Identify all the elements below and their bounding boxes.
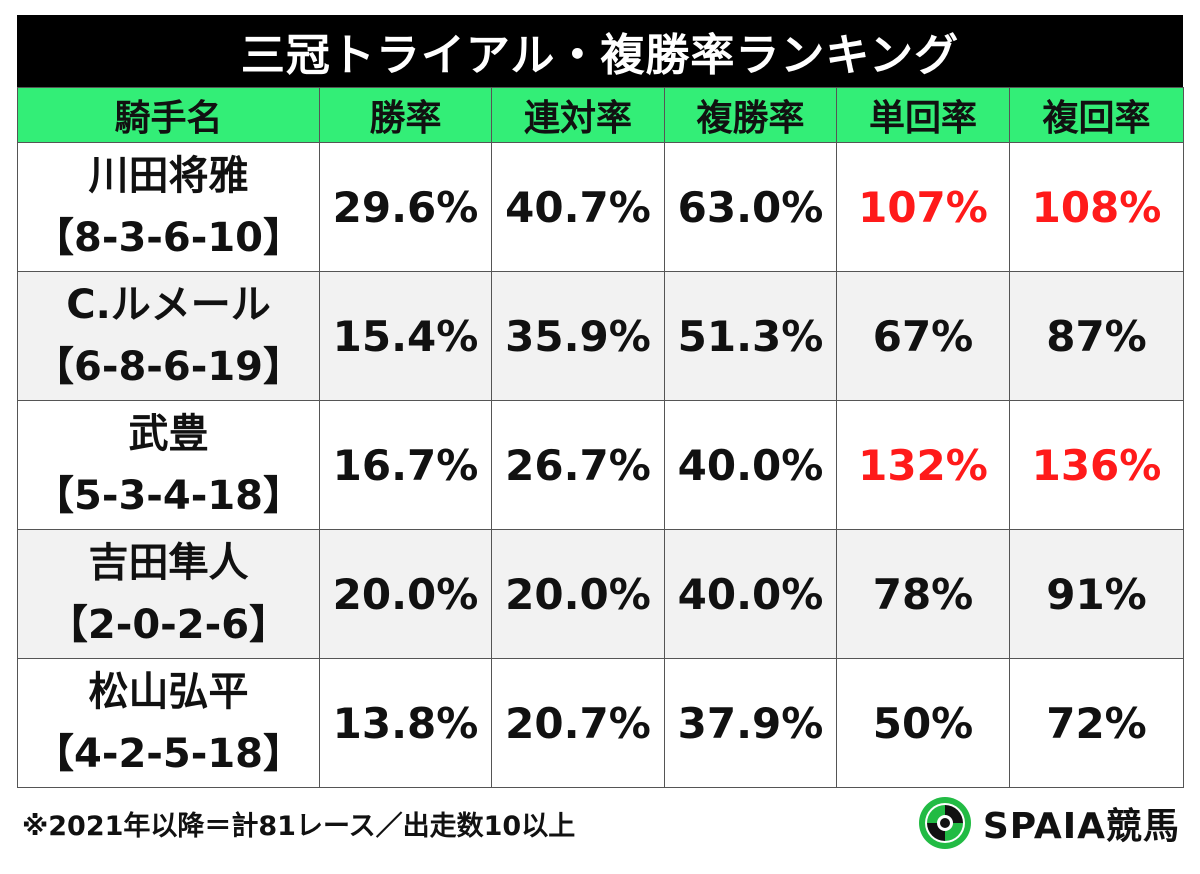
quinella-rate-cell: 35.9% [491, 271, 665, 401]
win-rate-cell: 15.4% [319, 271, 492, 401]
place-rate-cell: 37.9% [664, 658, 837, 788]
table-row: 川田将雅 【8-3-6-10】 29.6% 40.7% 63.0% 107% 1… [17, 142, 1184, 272]
column-header-win-rate: 勝率 [319, 87, 492, 143]
win-return-cell: 67% [836, 271, 1010, 401]
place-return-cell: 72% [1009, 658, 1184, 788]
quinella-rate-cell: 20.7% [491, 658, 665, 788]
jockey-record: 【5-3-4-18】 [34, 473, 303, 519]
win-rate-cell: 29.6% [319, 142, 492, 272]
win-return-cell: 107% [836, 142, 1010, 272]
quinella-rate-cell: 26.7% [491, 400, 665, 530]
jockey-cell: 武豊 【5-3-4-18】 [17, 400, 320, 530]
column-header-quinella-rate: 連対率 [491, 87, 665, 143]
jockey-cell: C.ルメール 【6-8-6-19】 [17, 271, 320, 401]
jockey-name: 松山弘平 [88, 669, 249, 715]
jockey-name: 吉田隼人 [88, 540, 249, 586]
place-return-cell: 136% [1009, 400, 1184, 530]
win-rate-cell: 13.8% [319, 658, 492, 788]
place-return-cell: 91% [1009, 529, 1184, 659]
place-rate-cell: 51.3% [664, 271, 837, 401]
place-return-cell: 108% [1009, 142, 1184, 272]
win-rate-cell: 16.7% [319, 400, 492, 530]
column-header-place-return: 複回率 [1009, 87, 1184, 143]
jockey-cell: 川田将雅 【8-3-6-10】 [17, 142, 320, 272]
jockey-record: 【8-3-6-10】 [34, 215, 303, 261]
jockey-cell: 吉田隼人 【2-0-2-6】 [17, 529, 320, 659]
win-return-cell: 50% [836, 658, 1010, 788]
table-header-row: 騎手名 勝率 連対率 複勝率 単回率 複回率 [17, 87, 1184, 143]
brand-logo: SPAIA競馬 [917, 795, 1180, 851]
footnote: ※2021年以降＝計81レース／出走数10以上 [22, 811, 576, 842]
table-row: 武豊 【5-3-4-18】 16.7% 26.7% 40.0% 132% 136… [17, 400, 1184, 530]
column-header-place-rate: 複勝率 [664, 87, 837, 143]
quinella-rate-cell: 40.7% [491, 142, 665, 272]
jockey-record: 【6-8-6-19】 [34, 344, 303, 390]
table-row: 吉田隼人 【2-0-2-6】 20.0% 20.0% 40.0% 78% 91% [17, 529, 1184, 659]
win-return-cell: 132% [836, 400, 1010, 530]
place-rate-cell: 40.0% [664, 400, 837, 530]
spaia-logo-icon [918, 797, 971, 849]
place-rate-cell: 63.0% [664, 142, 837, 272]
jockey-name: 川田将雅 [88, 153, 249, 199]
quinella-rate-cell: 20.0% [491, 529, 665, 659]
win-rate-cell: 20.0% [319, 529, 492, 659]
table-row: 松山弘平 【4-2-5-18】 13.8% 20.7% 37.9% 50% 72… [17, 658, 1184, 788]
jockey-name: 武豊 [128, 411, 209, 457]
place-return-cell: 87% [1009, 271, 1184, 401]
table-title: 三冠トライアル・複勝率ランキング [17, 15, 1183, 87]
ranking-table: 騎手名 勝率 連対率 複勝率 単回率 複回率 川田将雅 【8-3-6-10】 2… [17, 87, 1184, 788]
column-header-jockey: 騎手名 [17, 87, 320, 143]
brand-name: SPAIA競馬 [982, 806, 1180, 847]
win-return-cell: 78% [836, 529, 1010, 659]
jockey-cell: 松山弘平 【4-2-5-18】 [17, 658, 320, 788]
jockey-record: 【4-2-5-18】 [34, 731, 303, 777]
jockey-record: 【2-0-2-6】 [47, 602, 290, 648]
table-row: C.ルメール 【6-8-6-19】 15.4% 35.9% 51.3% 67% … [17, 271, 1184, 401]
column-header-win-return: 単回率 [836, 87, 1010, 143]
place-rate-cell: 40.0% [664, 529, 837, 659]
jockey-name: C.ルメール [66, 282, 271, 328]
